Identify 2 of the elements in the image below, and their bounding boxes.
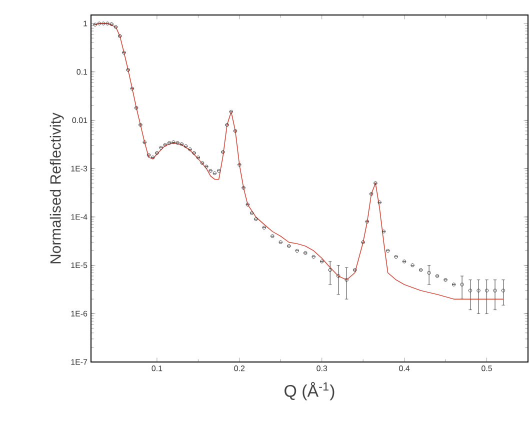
y-axis-title: Normalised Reflectivity [50,112,64,264]
x-axis-title: Q (Å$^{-1}$) [284,382,334,400]
